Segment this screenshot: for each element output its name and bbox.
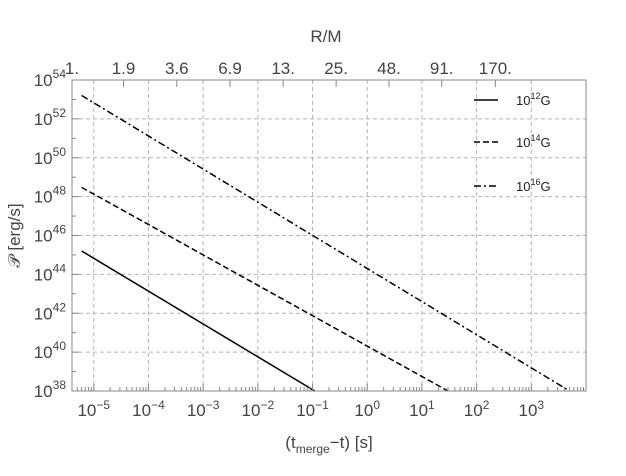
series-line — [81, 186, 449, 392]
x-tick-label: 10−5 — [77, 398, 110, 420]
y-tick-label-base: 10 — [34, 71, 53, 90]
y-tick-label: 1040 — [34, 339, 67, 362]
y-tick-label-base: 10 — [34, 149, 53, 168]
tick-marks — [71, 79, 584, 392]
x-tick-label-base: 10 — [354, 401, 373, 420]
x-tick-label-exp: 2 — [483, 398, 490, 412]
x-tick-label-exp: −4 — [151, 398, 165, 412]
legend-label-base: 10 — [516, 93, 530, 108]
legend-label-base: 10 — [516, 135, 530, 150]
series-line — [81, 94, 570, 392]
legend-label-unit: G — [540, 135, 550, 150]
top-tick-label: 170. — [479, 59, 512, 78]
y-tick-label-base: 10 — [34, 188, 53, 207]
y-tick-label: 1052 — [34, 106, 67, 129]
top-tick-labels: 1. 1.9 3.6 6.9 13. 25. 48. 91. 170. — [65, 59, 512, 78]
legend-label-unit: G — [540, 179, 550, 194]
y-tick-label: 1046 — [34, 223, 67, 246]
y-tick-label-exp: 38 — [53, 378, 67, 392]
x-tick-label-exp: −2 — [260, 398, 274, 412]
y-tick-label-exp: 54 — [53, 67, 67, 81]
y-tick-label-base: 10 — [34, 304, 53, 323]
top-tick-label: 3.6 — [165, 59, 189, 78]
y-tick-label: 1042 — [34, 300, 67, 323]
top-tick-label: 25. — [324, 59, 348, 78]
top-tick-label: 91. — [430, 59, 454, 78]
x-tick-label-exp: 3 — [537, 398, 544, 412]
x-tick-label-base: 10 — [77, 401, 96, 420]
y-tick-label-exp: 48 — [53, 184, 67, 198]
x-tick-label: 10−1 — [296, 398, 329, 420]
legend-label: 1016G — [516, 177, 551, 194]
x-tick-label: 10−4 — [132, 398, 165, 420]
top-axis-title: R/M — [310, 27, 341, 46]
top-tick-label: 1. — [65, 59, 79, 78]
x-tick-label-exp: −3 — [206, 398, 220, 412]
x-axis-title-var: t — [291, 433, 296, 452]
x-tick-label: 10−2 — [242, 398, 275, 420]
x-tick-label: 10−3 — [187, 398, 220, 420]
x-tick-label-exp: 1 — [428, 398, 435, 412]
y-tick-label-exp: 52 — [53, 106, 67, 120]
x-tick-label-exp: −5 — [96, 398, 110, 412]
x-tick-label: 103 — [519, 398, 545, 420]
x-axis-title-open: ( — [285, 433, 291, 452]
y-tick-label-exp: 40 — [53, 339, 67, 353]
y-tick-label-base: 10 — [34, 343, 53, 362]
top-tick-label: 1.9 — [112, 59, 136, 78]
x-axis-title-subscript: merge — [296, 442, 330, 456]
x-tick-label-exp: −1 — [315, 398, 329, 412]
y-tick-label: 1038 — [34, 378, 67, 401]
x-tick-label: 101 — [409, 398, 435, 420]
x-tick-label-base: 10 — [409, 401, 428, 420]
x-tick-label-base: 10 — [132, 401, 151, 420]
y-tick-label-base: 10 — [34, 382, 53, 401]
legend-label: 1012G — [516, 91, 551, 108]
x-axis-title: (tmerge−t) [s] — [285, 433, 372, 456]
y-tick-label: 1050 — [34, 145, 67, 168]
x-tick-label-base: 10 — [296, 401, 315, 420]
legend-label: 1014G — [516, 133, 551, 150]
top-tick-label: 6.9 — [218, 59, 242, 78]
top-tick-label: 48. — [377, 59, 401, 78]
legend-label-base: 10 — [516, 179, 530, 194]
y-tick-label-exp: 46 — [53, 223, 67, 237]
x-tick-label: 102 — [464, 398, 490, 420]
x-tick-labels: 10−5 10−4 10−3 10−2 10−1 100 101 102 103 — [77, 398, 544, 420]
top-tick-label: 13. — [271, 59, 295, 78]
legend-label-exp: 12 — [530, 91, 540, 101]
y-tick-label: 1044 — [34, 261, 67, 284]
x-tick-label: 100 — [354, 398, 380, 420]
legend-label-exp: 14 — [530, 133, 540, 143]
x-tick-label-exp: 0 — [373, 398, 380, 412]
x-tick-label-base: 10 — [187, 401, 206, 420]
x-tick-label-base: 10 — [519, 401, 538, 420]
y-tick-label: 1054 — [34, 67, 67, 90]
y-tick-label-base: 10 — [34, 265, 53, 284]
y-tick-label-exp: 44 — [53, 261, 67, 275]
series-lines — [81, 94, 570, 392]
legend-label-exp: 16 — [530, 177, 540, 187]
y-tick-label: 1048 — [34, 184, 67, 207]
series-line — [81, 250, 316, 392]
y-axis-title: 𝒫 [erg/s] — [5, 203, 24, 267]
y-tick-label-base: 10 — [34, 227, 53, 246]
y-tick-label-base: 10 — [34, 110, 53, 129]
y-tick-label-exp: 50 — [53, 145, 67, 159]
y-tick-label-exp: 42 — [53, 300, 67, 314]
x-tick-label-base: 10 — [242, 401, 261, 420]
legend-label-unit: G — [540, 93, 550, 108]
x-axis-title-rest: −t) [s] — [330, 433, 373, 452]
x-tick-label-base: 10 — [464, 401, 483, 420]
